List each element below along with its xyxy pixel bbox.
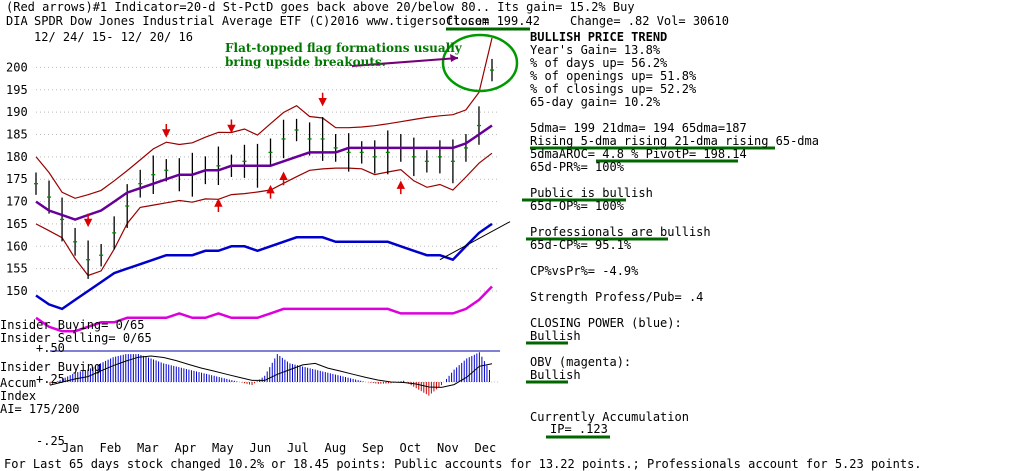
stat-line: 65d-PR%= 100% xyxy=(530,160,624,174)
annotation-arrow-head xyxy=(450,54,458,62)
price-tick-label: 180 xyxy=(6,150,28,164)
stat-line: CP%vsPr%= -4.9% xyxy=(530,264,639,278)
accumulation-label: Currently Accumulation xyxy=(530,410,689,424)
month-tick-label: Jan xyxy=(62,441,84,455)
stat-line: Bullish xyxy=(530,368,581,382)
header-line1: (Red arrows)#1 Indicator=20-d St-PctD go… xyxy=(6,0,635,14)
red-arrow-up xyxy=(279,171,288,186)
obv-line xyxy=(35,285,493,333)
red-arrow-down xyxy=(318,92,327,107)
month-tick-label: Jul xyxy=(287,441,309,455)
stat-line: % of closings up= 52.2% xyxy=(530,82,697,96)
accum-ma-line xyxy=(49,355,493,388)
annotation-line2: bring upside breakouts. xyxy=(225,55,386,69)
upper-band-line xyxy=(35,37,493,199)
insider-selling: Insider Selling= 0/65 xyxy=(0,331,152,345)
stat-line: 65-day gain= 10.2% xyxy=(530,95,661,109)
footer-summary: For Last 65 days stock changed 10.2% or … xyxy=(4,457,922,471)
fund-name: SPDR Dow Jones Industrial Average ETF (C… xyxy=(34,14,490,28)
price-tick-label: 160 xyxy=(6,239,28,253)
price-tick-label: 165 xyxy=(6,217,28,231)
red-arrow-up xyxy=(266,184,275,199)
change-volume: Change= .82 Vol= 30610 xyxy=(570,14,729,28)
month-tick-label: Sep xyxy=(362,441,384,455)
stat-line: % of openings up= 51.8% xyxy=(530,69,697,83)
annotation-line1: Flat-topped flag formations usually xyxy=(225,41,463,55)
month-tick-label: Jun xyxy=(250,441,272,455)
red-arrow-down xyxy=(83,213,93,228)
month-tick-label: Dec xyxy=(475,441,497,455)
price-tick-label: 150 xyxy=(6,284,28,298)
closing-power-line xyxy=(35,222,493,311)
month-tick-label: Aug xyxy=(325,441,347,455)
stat-line: 65d-OP%= 100% xyxy=(530,199,624,213)
lower-band-line xyxy=(35,152,493,277)
highlight-ellipse xyxy=(441,33,519,93)
stat-line: Strength Profess/Pub= .4 xyxy=(530,290,704,304)
accum-tick-minus025: -.25 xyxy=(36,434,65,448)
month-tick-label: May xyxy=(212,441,234,455)
red-arrow-up xyxy=(396,180,406,195)
stat-line: % of days up= 56.2% xyxy=(530,56,668,70)
stat-line: 65d-CP%= 95.1% xyxy=(530,238,632,252)
stat-line: Rising 5-dma rising 21-dma rising 65-dma xyxy=(530,134,819,148)
annotation-arrow-line xyxy=(351,57,459,67)
stat-line: Bullish xyxy=(530,329,581,343)
price-tick-label: 155 xyxy=(6,262,28,276)
accumulation-value: IP= .123 xyxy=(550,422,608,436)
cp-trendline xyxy=(439,221,511,261)
month-tick-label: Nov xyxy=(437,441,459,455)
close-value: Close= 199.42 xyxy=(446,14,540,28)
lower-panel-title1: Insider Buying xyxy=(0,360,102,374)
price-tick-label: 190 xyxy=(6,105,28,119)
red-arrow-down xyxy=(227,119,236,134)
red-arrow-up xyxy=(214,198,223,213)
ai-value: AI= 175/200 xyxy=(0,402,80,416)
month-tick-label: Oct xyxy=(400,441,422,455)
stat-line: Public is bullish xyxy=(530,186,653,200)
stat-line: CLOSING POWER (blue): xyxy=(530,316,682,330)
price-tick-label: 185 xyxy=(6,127,28,141)
month-tick-label: Apr xyxy=(175,441,197,455)
date-range: 12/ 24/ 15- 12/ 20/ 16 xyxy=(34,30,193,44)
accum-tick-025: +.25 xyxy=(36,372,65,386)
stat-line: 5dmaAROC= 4.8 % PivotP= 198.14 xyxy=(530,147,747,161)
ticker: DIA xyxy=(6,14,28,28)
insider-buying: Insider Buying= 0/65 xyxy=(0,318,145,332)
price-tick-label: 175 xyxy=(6,172,28,186)
stat-line: Year's Gain= 13.8% xyxy=(530,43,661,57)
month-tick-label: Mar xyxy=(137,441,159,455)
stat-line: Professionals are bullish xyxy=(530,225,711,239)
accum-tick-050: +.50 xyxy=(36,341,65,355)
stat-line: 5dma= 199 21dma= 194 65dma=187 xyxy=(530,121,747,135)
stat-line: OBV (magenta): xyxy=(530,355,632,369)
price-tick-label: 200 xyxy=(6,60,28,74)
ma65-line xyxy=(35,124,493,221)
stat-line: BULLISH PRICE TREND xyxy=(530,30,668,44)
lower-panel-title3: Index xyxy=(0,389,37,403)
price-tick-label: 195 xyxy=(6,83,28,97)
red-arrow-down xyxy=(162,124,171,138)
lower-panel-title2: Accum xyxy=(0,376,37,390)
price-tick-label: 170 xyxy=(6,195,28,209)
month-tick-label: Feb xyxy=(100,441,122,455)
